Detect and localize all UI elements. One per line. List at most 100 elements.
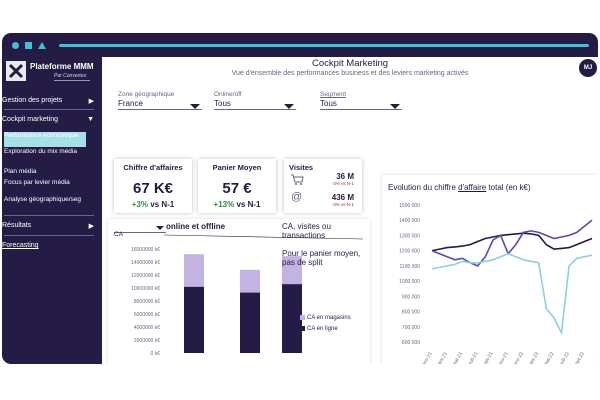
segment-filter[interactable]: Segment Tous bbox=[320, 91, 402, 113]
address-bar bbox=[59, 44, 589, 47]
kpi-value: 57 € bbox=[222, 180, 252, 197]
divider bbox=[4, 109, 94, 110]
page-title: Cockpit Marketing bbox=[311, 58, 389, 69]
bar-ca-en-magasins[interactable] bbox=[240, 269, 260, 293]
sub-item-plan-media[interactable]: Plan média bbox=[4, 168, 37, 175]
kpi-title: Visites bbox=[289, 163, 314, 172]
bar-ca-en-ligne[interactable] bbox=[184, 286, 204, 353]
bar-ca-en-magasins[interactable] bbox=[282, 256, 302, 285]
x-tick-label: mars-22 bbox=[526, 351, 540, 364]
kpi-title: Panier Moyen bbox=[212, 163, 262, 172]
main-content: Cockpit Marketing Vue d'ensemble des per… bbox=[102, 57, 598, 364]
y-tick-label: 10000000 k€ bbox=[131, 286, 160, 292]
sub-item-exploration[interactable]: Exploration du mix média bbox=[4, 148, 77, 155]
visites-var-2: -3% vs N-1 bbox=[331, 202, 354, 207]
square-icon[interactable] bbox=[25, 42, 32, 49]
y-tick-label: 8000000 k€ bbox=[134, 299, 160, 305]
x-tick-label: sept-21 bbox=[481, 351, 495, 364]
y-tick-label: 14000000 k€ bbox=[131, 260, 160, 266]
chevron-right-icon: ▶ bbox=[88, 98, 94, 105]
chevron-right-icon: ▶ bbox=[88, 223, 94, 230]
kpi-value: 67 K€ bbox=[132, 180, 174, 197]
online-filter-label: Online/off bbox=[214, 91, 242, 98]
brand-subtitle: Par Converteo bbox=[54, 73, 87, 79]
bar-ca-en-ligne[interactable] bbox=[282, 284, 302, 353]
bar-ca-en-magasins[interactable] bbox=[184, 254, 204, 287]
sub-item-focus-levier[interactable]: Focus par levier média bbox=[4, 179, 70, 186]
cart-icon bbox=[290, 173, 304, 191]
online-filter[interactable]: Online/off Tous bbox=[214, 91, 296, 113]
zone-filter-label: Zone géographique bbox=[118, 91, 175, 98]
series-line-dark[interactable] bbox=[431, 232, 593, 252]
online-filter-value: Tous bbox=[214, 99, 231, 108]
y-tick-label: 4000000 k€ bbox=[134, 325, 160, 331]
bar-chart-title: online et offline bbox=[166, 222, 226, 231]
y-tick-label: 6000000 k€ bbox=[134, 312, 160, 318]
kpi-card-ca: Chiffre d'affaires 67 K€ +3% vs N-1 bbox=[114, 159, 192, 213]
y-tick-label: 12000000 k€ bbox=[131, 273, 160, 279]
x-tick-label: mai-21 bbox=[451, 351, 464, 364]
divider bbox=[118, 109, 202, 110]
y-tick-label: 800 000 bbox=[402, 310, 420, 316]
chevron-down-icon bbox=[390, 104, 400, 109]
zone-filter[interactable]: Zone géographique France bbox=[118, 91, 202, 113]
legend-swatch bbox=[300, 326, 305, 331]
nav-label: Résultats bbox=[2, 222, 32, 229]
y-tick-label: 2000000 k€ bbox=[134, 338, 160, 344]
divider bbox=[320, 109, 402, 110]
logo-icon bbox=[6, 61, 26, 81]
circle-icon[interactable] bbox=[12, 42, 19, 49]
nav-label: Gestion des projets bbox=[2, 97, 63, 104]
legend-swatch bbox=[300, 315, 305, 320]
y-tick-label: 1200 000 bbox=[399, 249, 420, 255]
line-chart-svg: 1500 000 1400 000 1300 000 1200 000 1100 000… bbox=[399, 203, 593, 364]
bar-ca-en-ligne[interactable] bbox=[240, 292, 260, 353]
zone-filter-value: France bbox=[118, 99, 143, 108]
y-tick-label: 1000 000 bbox=[399, 279, 420, 285]
annotation-ca: CA, visites ou transactions bbox=[282, 222, 331, 240]
chevron-down-icon bbox=[190, 104, 200, 109]
avatar[interactable]: MJ bbox=[579, 59, 597, 77]
visites-value-2: 436 M bbox=[331, 193, 354, 202]
metric-select[interactable]: CA bbox=[114, 223, 166, 238]
app-window: Plateforme MMM Par Converteo Gestion des… bbox=[2, 33, 598, 364]
y-tick-label: 700 000 bbox=[402, 325, 420, 331]
sub-item-performance[interactable]: Performance économique bbox=[4, 132, 86, 147]
line-chart-title: Evolution du chiffre d'affaire total (en… bbox=[388, 183, 531, 192]
series-line-teal[interactable] bbox=[431, 252, 593, 336]
divider bbox=[4, 235, 94, 236]
series-line-purple[interactable] bbox=[431, 219, 593, 267]
triangle-icon[interactable] bbox=[38, 42, 46, 49]
x-tick-label: mai-22 bbox=[543, 351, 556, 364]
legend-item-ligne: CA en ligne bbox=[300, 326, 338, 332]
y-tick-label: 1300 000 bbox=[399, 233, 420, 239]
legend-item-magasins: CA en magasins bbox=[300, 315, 351, 321]
nav-gestion-projets[interactable]: Gestion des projets ▶ bbox=[2, 97, 100, 105]
kpi-card-visites: Visites 36 M -3% vs N-1 @ 436 M -3% vs N… bbox=[284, 159, 362, 213]
x-tick-label: janv-22 bbox=[511, 351, 525, 364]
x-tick-label: juil-21 bbox=[467, 351, 479, 364]
y-tick-label: 900 000 bbox=[402, 294, 420, 300]
nav-label: Cockpit marketing bbox=[2, 116, 59, 123]
kpi-card-panier: Panier Moyen 57 € +13% vs N-1 bbox=[198, 159, 276, 213]
line-chart-panel: Evolution du chiffre d'affaire total (en… bbox=[382, 175, 598, 364]
chevron-down-icon bbox=[284, 104, 294, 109]
segment-filter-label: Segment bbox=[320, 91, 347, 98]
brand-divider bbox=[54, 80, 90, 81]
sub-item-analyse-geo[interactable]: Analyse géographique/seg bbox=[4, 196, 81, 203]
segment-filter-value: Tous bbox=[320, 99, 337, 108]
nav-resultats[interactable]: Résultats ▶ bbox=[2, 222, 100, 230]
kpi-variation: +3% vs N-1 bbox=[131, 200, 175, 209]
metric-select-value: CA bbox=[114, 231, 124, 238]
nav-label: Forecasting bbox=[2, 242, 39, 249]
bar-chart-panel: CA online et offline 16000000 k€ 14000000… bbox=[108, 219, 370, 364]
page-subtitle: Vue d'ensemble des performances business… bbox=[231, 70, 469, 77]
nav-cockpit-marketing[interactable]: Cockpit marketing ▼ bbox=[2, 116, 100, 123]
y-tick-label: 1400 000 bbox=[399, 218, 420, 224]
nav-forecasting[interactable]: Forecasting bbox=[2, 242, 100, 249]
x-tick-label: sept-22 bbox=[573, 351, 587, 364]
sidebar: Plateforme MMM Par Converteo Gestion des… bbox=[2, 57, 100, 364]
visites-value-1: 36 M bbox=[336, 172, 354, 181]
x-tick-label: juil-22 bbox=[559, 351, 571, 364]
y-tick-label: 0 k€ bbox=[151, 351, 161, 357]
